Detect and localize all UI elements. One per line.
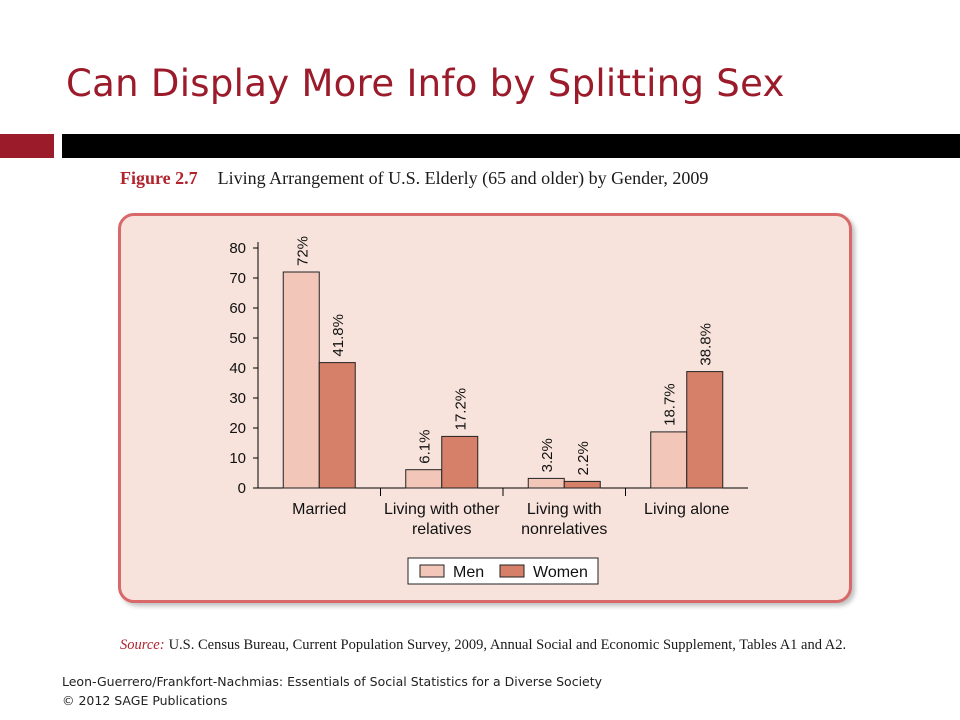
figure-caption: Figure 2.7 Living Arrangement of U.S. Eld… [120,168,708,189]
source-text: U.S. Census Bureau, Current Population S… [168,637,847,653]
legend-swatch-women [499,564,525,578]
y-tick-label: 30 [229,390,246,407]
data-label: 6.1% [417,429,434,463]
chart-panel: 0 10 20 30 40 50 60 70 80 Married Living with othe… [118,213,852,603]
bar-women [441,435,479,489]
footer-book-citation: Leon-Guerrero/Frankfort-Nachmias: Essent… [62,674,603,689]
title-rule-accent [0,134,54,158]
bar-men [527,477,565,489]
x-tick-label: Married [292,501,346,518]
legend-label-women: Women [533,564,588,581]
data-label: 17.2% [453,388,470,431]
data-label: 3.2% [539,438,556,472]
source-note: Source: U.S. Census Bureau, Current Popul… [120,637,846,654]
x-tick-label: Living alone [644,501,730,518]
bar-men [405,469,443,489]
bar-women [318,362,356,489]
y-tick-label: 80 [229,240,246,257]
bar-chart: 0 10 20 30 40 50 60 70 80 Married Living with othe… [229,236,748,585]
y-tick-label: 0 [238,480,246,497]
bar-women [686,371,724,489]
footer-copyright: © 2012 SAGE Publications [62,693,228,708]
figure-number: Figure 2.7 [120,168,198,188]
data-label: 41.8% [330,314,347,357]
y-tick-label: 50 [229,330,246,347]
figure-caption-text: Living Arrangement of U.S. Elderly (65 a… [217,168,709,188]
data-label: 18.7% [662,383,679,426]
title-rule-bar [62,134,960,158]
data-label: 2.2% [575,441,592,475]
legend-swatch-men [419,564,445,578]
y-tick-label: 10 [229,450,246,467]
y-tick-label: 60 [229,300,246,317]
bar-men [650,431,688,489]
x-tick-label: Living with other relatives [384,501,500,538]
bar-women [563,480,601,489]
data-label: 72% [294,236,311,266]
footer-citation: Leon-Guerrero/Frankfort-Nachmias: Essent… [62,672,602,710]
source-label: Source: [120,637,165,653]
y-tick-label: 40 [229,360,246,377]
x-tick-label: Living with nonrelatives [521,501,607,538]
legend-label-men: Men [453,564,484,581]
y-tick-label: 70 [229,270,246,287]
slide-title: Can Display More Info by Splitting Sex [66,62,785,105]
bar-men [282,271,320,489]
data-label: 38.8% [698,323,715,366]
y-tick-label: 20 [229,420,246,437]
